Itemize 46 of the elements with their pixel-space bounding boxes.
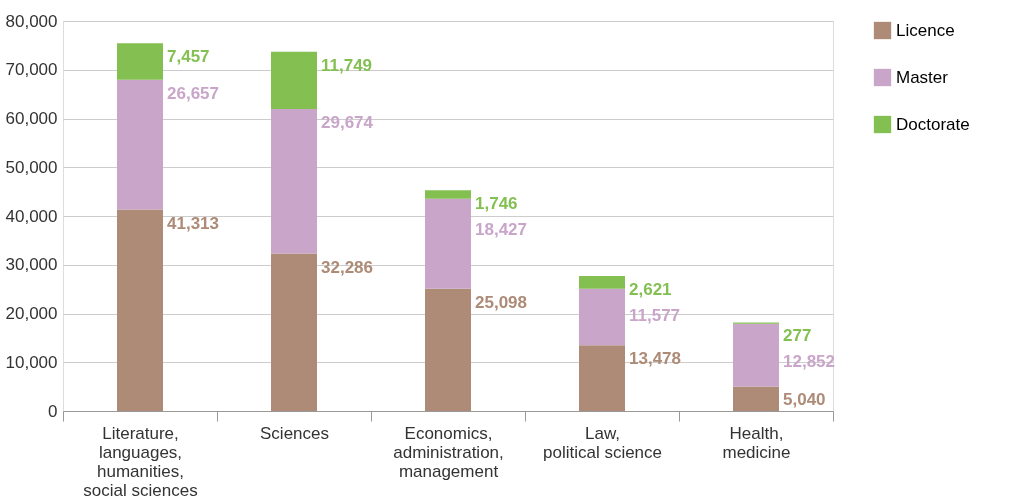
- y-tick-label: 60,000: [5, 109, 58, 128]
- bar: [271, 253, 317, 411]
- y-tick-label: 20,000: [5, 304, 58, 323]
- y-tick-label: 80,000: [5, 11, 58, 31]
- x-tick-label: Sciences: [260, 423, 329, 443]
- y-tick-label: 0: [48, 401, 58, 421]
- text: 5,040: [783, 390, 826, 410]
- y-tick-label: 40,000: [5, 206, 58, 226]
- bar: [579, 288, 625, 346]
- text: 29,674: [321, 112, 373, 132]
- x-tick-label: Economics, administration, management: [393, 423, 504, 481]
- text: 7,457: [167, 47, 210, 67]
- text: 32,286: [321, 257, 373, 277]
- bar: [425, 190, 471, 199]
- bar: [733, 323, 779, 387]
- y-tick-label: 50,000: [5, 157, 58, 177]
- text: 25,098: [475, 292, 527, 312]
- text: 11,577: [629, 306, 681, 326]
- text: 11,749: [321, 55, 373, 75]
- x-tick-label: Health, medicine: [722, 423, 791, 462]
- bar: [425, 198, 471, 289]
- text: 13,478: [629, 349, 681, 369]
- bar: [733, 386, 779, 411]
- text: 277: [783, 326, 812, 346]
- text: 2,621: [629, 280, 672, 300]
- text: 12,852: [783, 352, 835, 372]
- bar: [117, 209, 163, 411]
- x-tick-label: Literature, languages, humanities, social sciences: [83, 423, 198, 500]
- text: 18,427: [475, 220, 527, 240]
- bar: [271, 51, 317, 109]
- y-tick-label: 70,000: [5, 60, 58, 80]
- text: 41,313: [167, 213, 219, 233]
- y-tick-label: 30,000: [5, 255, 58, 275]
- y-tick-label: 10,000: [5, 352, 58, 372]
- x-tick-label: Law, political science: [542, 423, 663, 462]
- legend-label: Licence: [896, 20, 955, 40]
- bar: [425, 288, 471, 411]
- legend-label: Master: [896, 67, 949, 87]
- text: 1,746: [475, 194, 518, 214]
- bar: [117, 79, 163, 210]
- legend-label: Doctorate: [896, 114, 970, 134]
- bar: [271, 108, 317, 254]
- bar: [579, 345, 625, 411]
- text: 26,657: [167, 83, 219, 103]
- bar: [579, 276, 625, 289]
- bar: [117, 43, 163, 80]
